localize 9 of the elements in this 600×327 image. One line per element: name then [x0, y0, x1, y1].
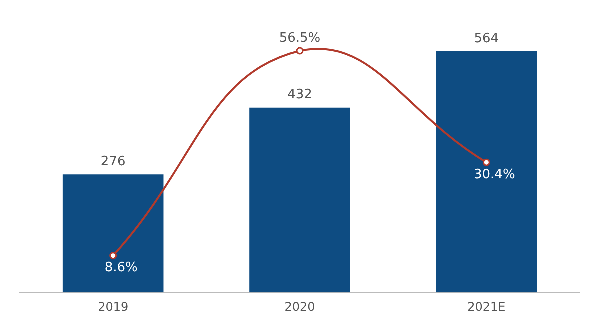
x-tick-label: 2019: [98, 300, 129, 314]
data-label: 432: [288, 88, 312, 103]
data-label: 8.6%: [104, 260, 138, 276]
data-label: 30.4%: [474, 167, 516, 182]
x-tick-label: 2020: [284, 300, 316, 314]
data-label: 564: [474, 31, 500, 46]
data-label: 276: [100, 154, 126, 170]
data-label: 56.5%: [279, 30, 321, 46]
x-tick-label: 2021E: [468, 300, 506, 314]
